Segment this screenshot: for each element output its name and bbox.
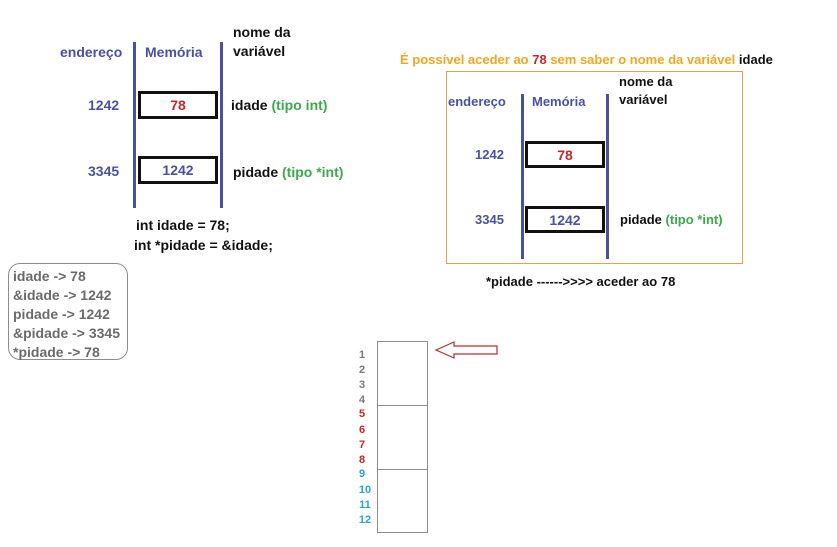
left-value-box-78: 78	[138, 91, 218, 119]
memory-index: 9	[358, 468, 366, 480]
memory-index: 10	[358, 484, 372, 496]
right-title-part1: É possível aceder ao	[400, 52, 533, 67]
pointer-summary-note: idade -> 78 &idade -> 1242 pidade -> 124…	[8, 263, 128, 360]
right-title-part3: idade	[738, 52, 773, 67]
right-header-name-2: variável	[619, 92, 668, 107]
left-value-1242: 1242	[162, 162, 194, 178]
left-var-pidade: pidade (tipo *int)	[233, 164, 343, 180]
right-diagram-frame	[446, 71, 743, 264]
note-line: idade -> 78	[13, 268, 86, 284]
right-var-pidade: pidade (tipo *int)	[620, 212, 723, 227]
right-var-pidade-type: (tipo *int)	[665, 212, 723, 227]
left-header-name-1: nome da	[233, 24, 291, 40]
right-address-3345: 3345	[475, 212, 504, 227]
left-var-idade-type: (tipo int)	[271, 97, 328, 113]
memory-block-1	[377, 341, 428, 406]
right-value-box-1242: 1242	[525, 206, 605, 233]
left-header-memory: Memória	[145, 44, 203, 60]
memory-index: 7	[358, 439, 366, 451]
right-value-box-78: 78	[525, 141, 605, 168]
right-header-name-1: nome da	[619, 74, 673, 89]
memory-index: 1	[358, 349, 366, 361]
left-memory-right-border	[220, 42, 223, 208]
left-address-1242: 1242	[88, 97, 120, 113]
note-line: &idade -> 1242	[13, 287, 112, 303]
memory-index: 12	[358, 514, 372, 526]
note-line: pidade -> 1242	[13, 306, 110, 322]
code-line-2: int *pidade = &idade;	[134, 237, 273, 253]
left-value-78: 78	[170, 97, 186, 113]
left-var-pidade-type: (tipo *int)	[282, 164, 344, 180]
left-var-pidade-name: pidade	[233, 164, 279, 180]
left-value-box-1242: 1242	[138, 156, 218, 184]
right-memory-right-border	[606, 94, 609, 259]
right-title-number: 78	[532, 52, 547, 67]
memory-index: 2	[358, 364, 366, 376]
right-value-1242: 1242	[549, 211, 581, 228]
pointer-arrow-icon	[434, 341, 498, 359]
right-var-pidade-name: pidade	[620, 212, 662, 227]
left-var-idade-name: idade	[231, 97, 268, 113]
right-header-memory: Memória	[532, 94, 586, 109]
right-caption: *pidade ------>>>> aceder ao 78	[486, 274, 676, 289]
memory-index: 4	[358, 394, 366, 406]
memory-block-2	[377, 405, 428, 470]
right-address-1242: 1242	[475, 147, 504, 162]
left-header-name-2: variável	[233, 43, 286, 59]
right-title: É possível aceder ao 78 sem saber o nome…	[400, 52, 773, 67]
memory-index: 8	[358, 454, 366, 466]
left-address-3345: 3345	[88, 163, 120, 179]
left-var-idade: idade (tipo int)	[231, 97, 327, 113]
memory-index: 11	[359, 499, 371, 511]
right-title-part2: sem saber o nome da variável	[546, 52, 739, 67]
note-line: &pidade -> 3345	[13, 325, 120, 341]
memory-index: 5	[358, 408, 366, 420]
memory-index: 6	[358, 424, 366, 436]
left-memory-left-border	[133, 42, 136, 208]
left-header-address: endereço	[60, 44, 123, 60]
memory-index: 3	[358, 379, 366, 391]
code-line-1: int idade = 78;	[136, 217, 230, 233]
note-line: *pidade -> 78	[13, 344, 100, 360]
right-memory-left-border	[521, 94, 524, 259]
memory-block-3	[377, 469, 428, 533]
right-value-78: 78	[557, 146, 573, 163]
right-header-address: endereço	[448, 94, 506, 109]
